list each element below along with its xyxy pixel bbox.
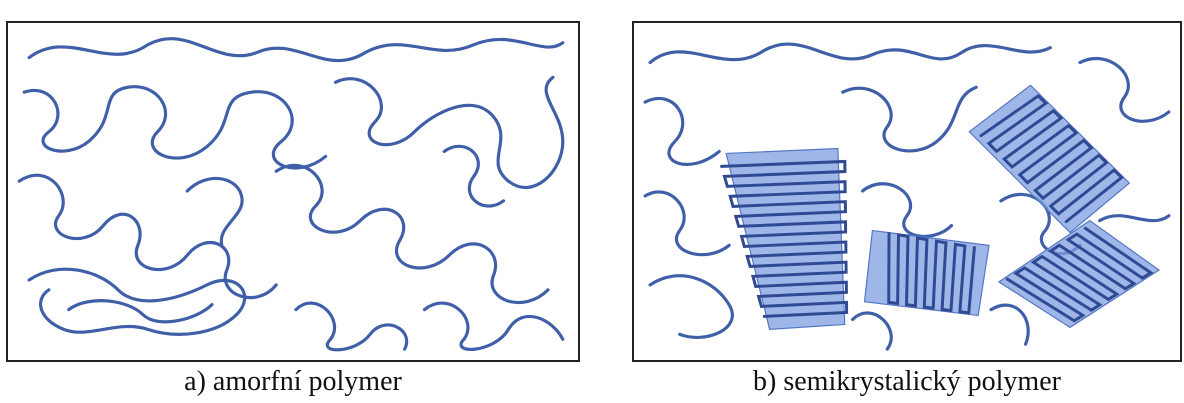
polymer-chain — [1098, 214, 1171, 223]
crystalline-region — [863, 229, 990, 317]
polymer-chain — [851, 303, 1030, 351]
polymer-chain — [1078, 56, 1171, 123]
polymer-chain — [422, 301, 565, 351]
semicrystalline-polymer-panel — [632, 21, 1182, 362]
semicrystalline-chain-drawing — [643, 42, 1171, 351]
amorphous-polymer-panel — [6, 21, 580, 362]
polymer-chain — [274, 163, 550, 305]
polymer-chain — [333, 75, 565, 189]
polymer-chain — [648, 274, 734, 339]
polymer-chain — [27, 37, 565, 63]
polymer-chain — [648, 42, 1052, 65]
polymer-chain — [22, 85, 328, 170]
polymer-chain — [185, 176, 244, 247]
polymer-chain — [643, 190, 731, 257]
folded-chain-lamella — [979, 94, 1124, 224]
folded-chain-lamella — [887, 231, 976, 315]
crystalline-region — [997, 219, 1161, 329]
polymer-chain — [643, 96, 721, 166]
amorphous-chain-drawing — [17, 37, 565, 352]
crystalline-region — [968, 84, 1131, 234]
caption-amorphous: a) amorfní polymer — [184, 366, 402, 397]
folded-chain-lamella — [720, 159, 849, 318]
polymer-chain — [67, 299, 214, 324]
polymer-chain — [27, 267, 247, 336]
polymer-chain — [294, 301, 409, 352]
folded-chain-lamella — [1005, 226, 1154, 323]
crystalline-region — [720, 147, 849, 330]
polymer-chain — [841, 85, 978, 153]
polymer-chain — [860, 182, 954, 238]
polymer-chain — [442, 144, 506, 208]
caption-semicrystalline: b) semikrystalický polymer — [753, 366, 1061, 397]
polymer-chain — [17, 173, 278, 300]
